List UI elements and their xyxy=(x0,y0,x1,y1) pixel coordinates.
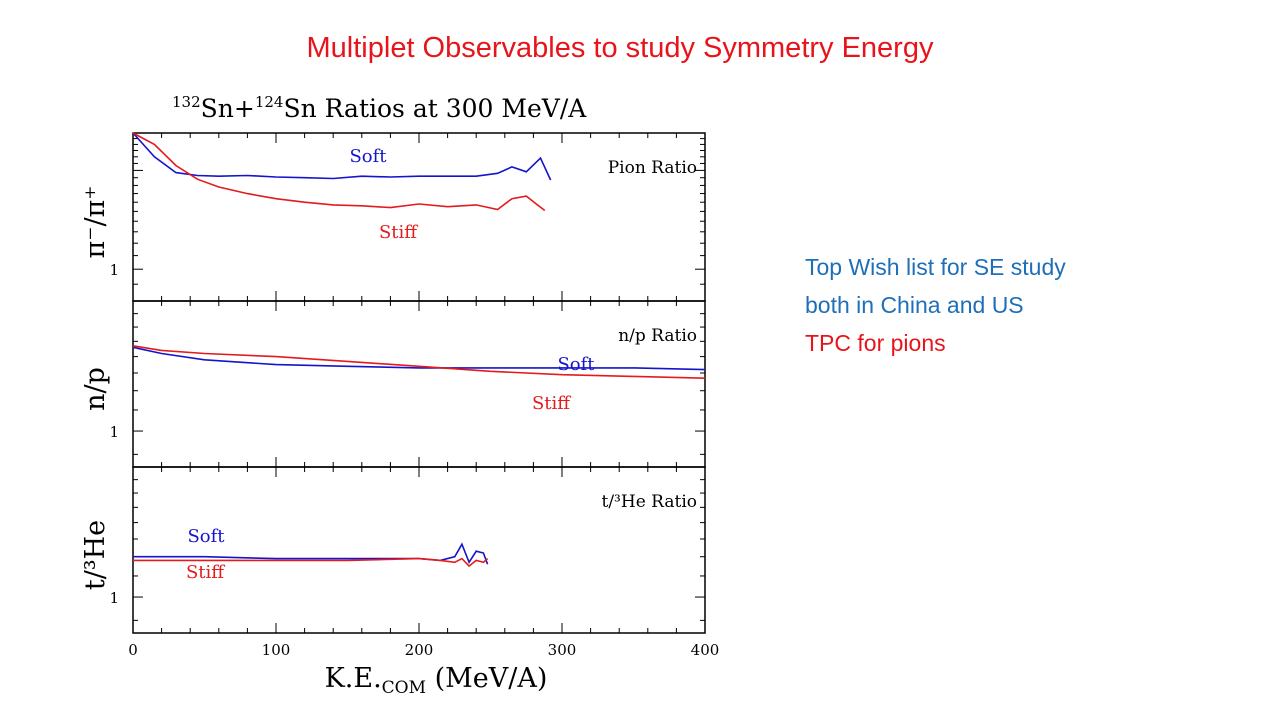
wishlist-line-1: Top Wish list for SE study xyxy=(805,254,1066,280)
series-label-soft: Soft xyxy=(187,526,225,547)
series-label-soft: Soft xyxy=(349,146,387,167)
x-tick-label: 0 xyxy=(128,641,138,659)
series-label-stiff: Stiff xyxy=(186,562,225,583)
y-tick-label: 1 xyxy=(109,423,119,441)
wishlist-line-3: TPC for pions xyxy=(805,330,946,356)
slide-title: Multiplet Observables to study Symmetry … xyxy=(306,32,934,64)
y-axis-label: π⁻/π⁺ xyxy=(80,185,111,258)
panel-label: n/p Ratio xyxy=(618,326,697,346)
series-line-stiff xyxy=(132,345,706,379)
x-tick-label: 200 xyxy=(405,641,434,659)
series-line-stiff xyxy=(133,557,489,568)
series-label-stiff: Stiff xyxy=(379,222,418,243)
series-line-soft xyxy=(132,346,706,371)
y-axis-label: n/p xyxy=(80,367,111,411)
series-line-soft xyxy=(132,132,552,181)
x-tick-label: 100 xyxy=(262,641,291,659)
y-axis-label: t/³He xyxy=(80,520,111,590)
series-label-soft: Soft xyxy=(557,354,595,375)
chart-title: 132Sn+124Sn Ratios at 300 MeV/A xyxy=(172,93,587,123)
x-tick-label: 400 xyxy=(691,641,720,659)
panel-label: Pion Ratio xyxy=(608,158,697,178)
y-tick-label: 1 xyxy=(109,589,119,607)
series-label-stiff: Stiff xyxy=(532,393,571,414)
x-axis-label: K.E.COM (MeV/A) xyxy=(325,663,548,698)
panel-label: t/³He Ratio xyxy=(602,492,698,512)
series-line-stiff xyxy=(132,132,546,212)
wishlist-line-2: both in China and US xyxy=(805,292,1024,318)
panel-2: 1 n/p Ratio n/p xyxy=(80,300,706,468)
panel-3: 1 t/³He Ratio t/³He xyxy=(80,466,706,634)
x-tick-label: 300 xyxy=(548,641,577,659)
y-tick-label: 1 xyxy=(109,261,119,279)
panel-1: 1 Pion Ratio π⁻/π⁺ xyxy=(80,132,706,302)
